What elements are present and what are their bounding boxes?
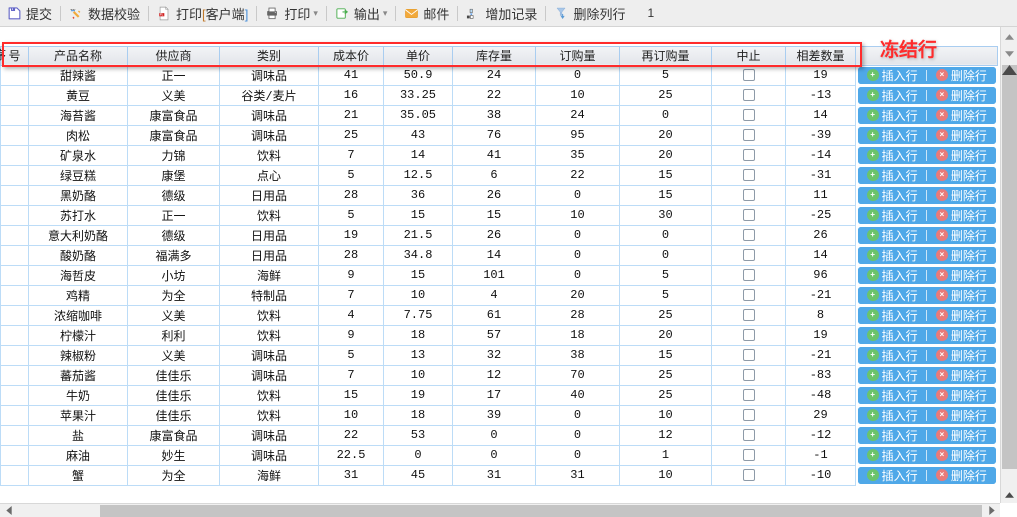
svg-text:FL: FL xyxy=(160,12,164,16)
